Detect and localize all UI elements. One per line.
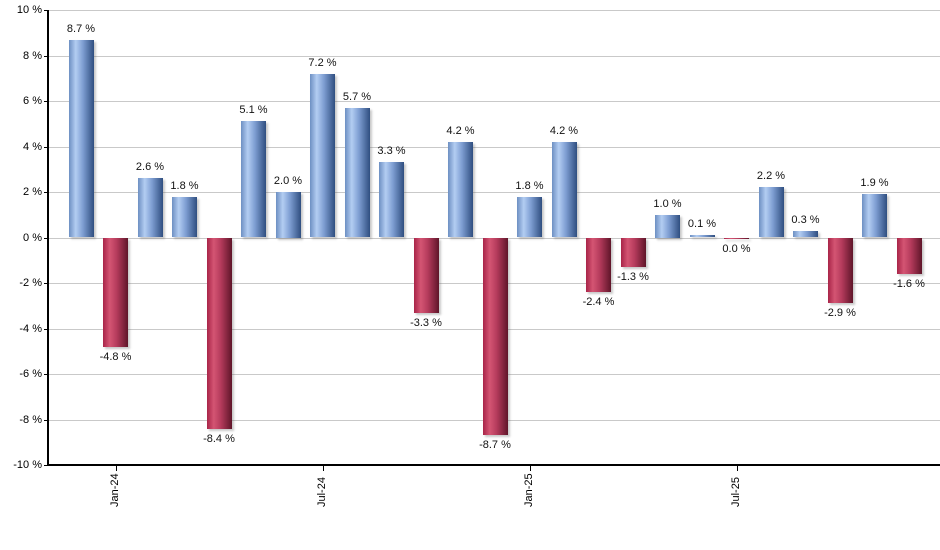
bar-value-label: 1.8 % — [170, 179, 199, 192]
bar-value-label: -2.4 % — [582, 296, 615, 309]
gridline — [48, 192, 940, 193]
bar-value-label: 2.6 % — [135, 161, 165, 174]
bar-negative[interactable] — [724, 237, 749, 239]
x-axis-tick — [736, 465, 738, 471]
bar-value-label: -4.8 % — [99, 350, 132, 363]
bar-value-label: 4.2 % — [446, 124, 475, 137]
bar-value-label: 4.2 % — [549, 124, 579, 137]
gridline — [48, 55, 940, 57]
x-axis-tick — [529, 465, 531, 471]
x-axis-line — [47, 464, 940, 466]
y-axis-tick-label: 2 % — [23, 186, 42, 198]
bar-value-label: -1.3 % — [617, 271, 649, 284]
x-axis-tick-label: Jan-25 — [522, 473, 535, 507]
bar-value-label: 7.2 % — [308, 56, 337, 69]
bar-negative[interactable] — [413, 237, 439, 313]
bar-negative[interactable] — [206, 237, 232, 429]
bar-positive[interactable] — [379, 162, 404, 238]
bar-positive[interactable] — [68, 39, 94, 238]
bar-positive[interactable] — [448, 141, 473, 238]
bar-positive[interactable] — [758, 187, 784, 238]
bar-value-label: -8.4 % — [203, 432, 235, 445]
bar-value-label: 8.7 % — [66, 22, 96, 35]
gridline — [48, 10, 940, 11]
bar-positive[interactable] — [689, 235, 715, 238]
y-axis-tick-label: -8 % — [19, 413, 42, 426]
bar-negative[interactable] — [896, 237, 922, 274]
bar-value-label: 0.1 % — [687, 218, 717, 231]
bar-positive[interactable] — [137, 178, 163, 238]
bar-value-label: -1.6 % — [893, 277, 925, 290]
y-axis-line — [47, 10, 49, 466]
bar-value-label: 1.8 % — [515, 179, 544, 192]
gridline — [48, 146, 940, 148]
y-axis-tick — [44, 283, 48, 284]
x-axis-tick-label: Jul-25 — [729, 477, 742, 507]
bar-negative[interactable] — [482, 237, 508, 436]
bar-value-label: 5.7 % — [342, 90, 372, 103]
bar-positive[interactable] — [862, 194, 887, 238]
bar-value-label: 2.2 % — [756, 170, 786, 183]
bar-positive[interactable] — [551, 141, 577, 238]
bar-value-label: -3.3 % — [410, 316, 442, 329]
y-axis-tick-label: 4 % — [23, 140, 42, 153]
y-axis-tick-label: 6 % — [23, 95, 42, 107]
y-axis-tick — [44, 146, 48, 148]
bar-positive[interactable] — [517, 196, 542, 238]
y-axis-tick-label: 0 % — [23, 231, 42, 244]
y-axis-tick — [44, 10, 48, 11]
x-axis-tick — [115, 465, 117, 471]
y-axis-tick — [44, 192, 48, 193]
bar-positive[interactable] — [275, 192, 301, 238]
bar-positive[interactable] — [655, 214, 680, 238]
bar-value-label: 0.0 % — [722, 243, 751, 255]
y-axis-tick-label: 8 % — [23, 49, 42, 62]
x-axis-tick — [322, 465, 324, 471]
bar-value-label: 5.1 % — [239, 104, 268, 117]
bar-value-label: 0.3 % — [791, 213, 820, 226]
bar-value-label: 2.0 % — [273, 175, 303, 187]
y-axis-tick-label: -4 % — [19, 322, 42, 335]
bar-value-label: -2.9 % — [824, 307, 856, 320]
bar-negative[interactable] — [620, 237, 646, 268]
y-axis-tick-label: -6 % — [19, 368, 42, 380]
y-axis-tick — [44, 328, 48, 330]
y-axis-tick-label: -10 % — [13, 459, 42, 471]
x-axis-tick-label: Jan-24 — [108, 473, 121, 507]
bar-value-label: -8.7 % — [479, 439, 511, 452]
bar-positive[interactable] — [310, 73, 335, 238]
y-axis-tick — [44, 101, 48, 102]
y-axis-tick — [44, 237, 48, 239]
bar-negative[interactable] — [827, 237, 853, 304]
bar-positive[interactable] — [172, 196, 197, 238]
gridline — [48, 101, 940, 102]
bar-positive[interactable] — [793, 230, 818, 238]
bar-negative[interactable] — [586, 237, 611, 293]
x-axis-tick-label: Jul-24 — [315, 477, 328, 507]
y-axis-tick — [44, 374, 48, 375]
bar-value-label: 3.3 % — [377, 145, 406, 158]
bar-positive[interactable] — [241, 121, 266, 238]
bar-positive[interactable] — [344, 107, 370, 238]
y-axis-tick — [44, 465, 48, 466]
bar-value-label: 1.9 % — [860, 177, 889, 190]
y-axis-tick-label: -2 % — [19, 277, 42, 289]
y-axis-tick-label: 10 % — [16, 4, 42, 16]
y-axis-tick — [44, 55, 48, 57]
y-axis-tick — [44, 419, 48, 421]
bar-negative[interactable] — [103, 237, 128, 347]
bar-value-label: 1.0 % — [653, 197, 682, 210]
